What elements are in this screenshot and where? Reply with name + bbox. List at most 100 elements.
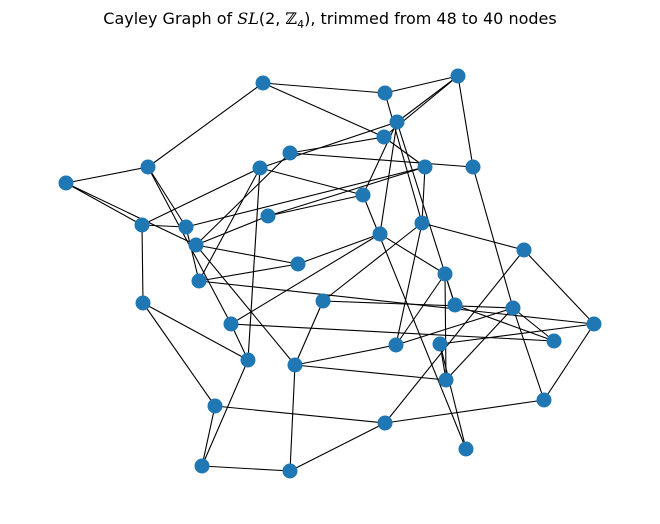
graph-edge-15-23 — [322, 222, 423, 302]
graph-edge-21-27 — [198, 280, 595, 325]
graph-edge-20-33 — [444, 273, 447, 381]
graph-node-17 — [372, 226, 388, 242]
graph-node-1 — [377, 85, 393, 101]
graph-edge-5-6 — [65, 166, 149, 184]
graph-edge-17-26 — [230, 233, 381, 325]
graph-edge-18-36 — [384, 249, 525, 424]
graph-edge-7-10 — [289, 152, 474, 168]
graph-edge-0-4 — [262, 82, 385, 138]
graph-node-13 — [134, 217, 150, 233]
graph-edge-17-19 — [297, 233, 381, 265]
graph-edge-8-11 — [259, 167, 364, 196]
graph-edges — [65, 75, 595, 472]
graph-edge-3-11 — [362, 121, 398, 196]
title-suffix: , trimmed from 48 to 40 nodes — [310, 9, 557, 28]
graph-edge-2-3 — [396, 75, 459, 123]
graph-node-36 — [377, 415, 393, 431]
graph-node-14 — [178, 219, 194, 235]
graph-edge-3-8 — [259, 121, 398, 169]
graph-node-23 — [315, 293, 331, 309]
graph-node-15 — [414, 215, 430, 231]
graph-edge-25-28 — [512, 307, 555, 342]
graph-node-30 — [432, 336, 448, 352]
graph-edge-16-32 — [195, 244, 296, 366]
title-group-args-close: ) — [304, 9, 311, 28]
graph-node-19 — [290, 256, 306, 272]
graph-node-20 — [437, 266, 453, 282]
graph-edge-5-14 — [147, 166, 187, 228]
graph-edge-11-12 — [267, 194, 364, 217]
graph-node-12 — [260, 208, 276, 224]
page-title: Cayley Graph of SL(2, ℤ4), trimmed from … — [0, 9, 660, 31]
graph-node-3 — [389, 114, 405, 130]
graph-node-28 — [546, 333, 562, 349]
graph-edge-27-30 — [439, 323, 595, 345]
title-ring-sub: 4 — [297, 18, 305, 32]
title-prefix: Cayley Graph of — [103, 9, 238, 28]
graph-edge-22-31 — [142, 302, 249, 361]
graph-edge-29-32 — [294, 344, 397, 366]
graph-node-5 — [140, 159, 156, 175]
graph-node-10 — [465, 159, 481, 175]
graph-edge-34-36 — [384, 399, 545, 424]
graph-edge-9-15 — [421, 166, 426, 224]
graph-node-26 — [223, 316, 239, 332]
graph-node-31 — [240, 352, 256, 368]
graph-edge-24-28 — [454, 304, 555, 342]
graph-edge-12-16 — [195, 215, 269, 246]
graph-edge-13-22 — [141, 224, 144, 304]
graph-edge-1-15 — [384, 92, 423, 224]
graph-edge-19-21 — [198, 263, 299, 282]
graph-edge-31-38 — [201, 359, 249, 467]
graph-node-32 — [287, 357, 303, 373]
graph-node-37 — [458, 441, 474, 457]
title-group-fn: SL — [237, 9, 259, 28]
graph-edge-6-16 — [65, 182, 197, 246]
graph-edge-15-18 — [421, 222, 525, 251]
graph-edge-8-13 — [141, 167, 261, 226]
graph-edge-38-39 — [201, 465, 291, 472]
graph-edge-38-35 — [201, 405, 216, 467]
graph-edge-25-29 — [395, 307, 514, 346]
graph-node-9 — [417, 159, 433, 175]
graph-edge-16-19 — [195, 244, 299, 265]
graph-edge-23-32 — [294, 300, 324, 366]
graph-edge-0-1 — [262, 82, 386, 94]
graph-edge-32-33 — [294, 364, 447, 381]
graph-edge-6-13 — [65, 182, 143, 226]
title-ring: ℤ — [285, 9, 298, 28]
graph-node-18 — [516, 242, 532, 258]
graph-edge-22-35 — [142, 302, 216, 407]
graph-edge-30-37 — [439, 343, 467, 450]
graph-node-38 — [194, 458, 210, 474]
graph-edge-32-39 — [289, 364, 296, 472]
graph-node-25 — [505, 300, 521, 316]
graph-edge-26-28 — [230, 323, 555, 342]
graph-edge-0-5 — [147, 82, 264, 168]
graph-node-35 — [207, 398, 223, 414]
graph-node-21 — [191, 273, 207, 289]
graph-node-33 — [438, 372, 454, 388]
graph-node-8 — [252, 160, 268, 176]
graph-edge-10-25 — [472, 166, 514, 309]
title-group-args-open: (2, — [258, 9, 286, 28]
graph-edge-25-34 — [512, 307, 545, 401]
graph-edge-8-31 — [247, 167, 261, 361]
graph-node-34 — [536, 392, 552, 408]
graph-edge-9-14 — [185, 166, 426, 228]
graph-edge-9-12 — [267, 166, 426, 217]
graph-node-0 — [255, 75, 271, 91]
graph-node-29 — [388, 337, 404, 353]
graph-node-4 — [376, 129, 392, 145]
graph-node-11 — [355, 187, 371, 203]
graph-edge-27-34 — [543, 323, 595, 401]
graph-node-7 — [282, 145, 298, 161]
graph-edge-35-36 — [214, 405, 386, 424]
graph-node-24 — [447, 297, 463, 313]
graph-edge-17-20 — [379, 233, 446, 275]
graph-edge-8-21 — [198, 167, 261, 282]
graph-edge-23-25 — [322, 300, 514, 309]
graph-edge-4-7 — [289, 136, 385, 154]
graph-node-6 — [58, 175, 74, 191]
